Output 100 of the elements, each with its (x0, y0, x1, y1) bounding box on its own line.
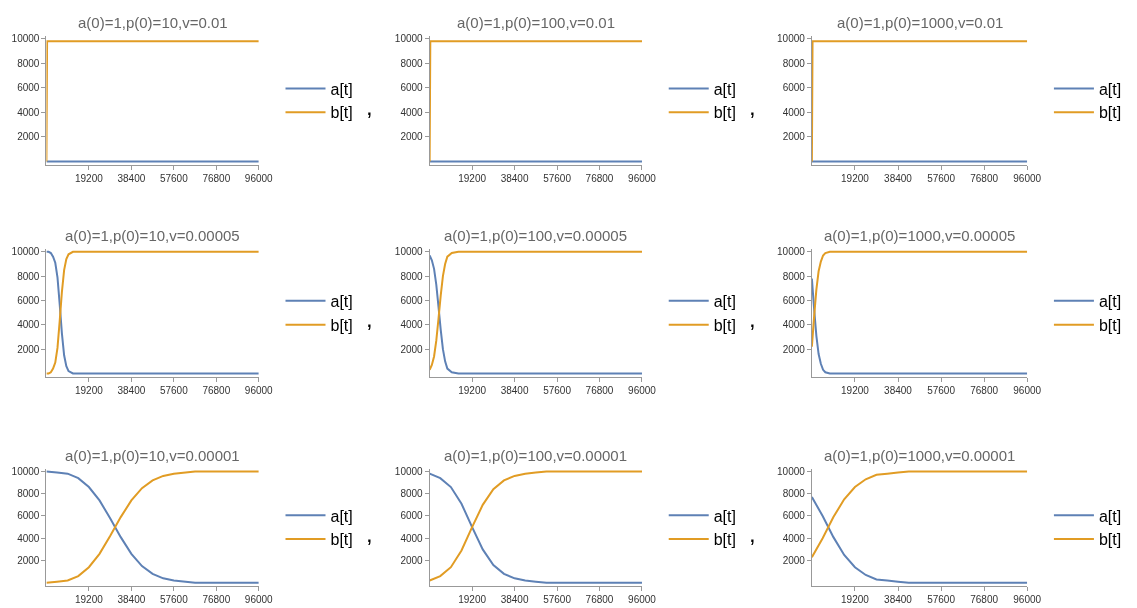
legend-label: b[t] (713, 531, 736, 549)
legend-label: b[t] (330, 531, 353, 549)
legend-label: a[t] (330, 507, 353, 525)
x-tick-label: 38400 (500, 385, 529, 397)
y-tick-label: 10000 (11, 465, 40, 477)
y-tick-label: 10000 (777, 246, 806, 258)
y-tick-label: 2000 (17, 555, 40, 567)
x-tick-label: 76800 (970, 173, 999, 185)
legend-label: b[t] (713, 104, 736, 122)
x-tick-label: 57600 (927, 173, 956, 185)
y-tick-label: 8000 (782, 270, 806, 282)
x-tick-label: 96000 (1013, 594, 1042, 606)
line-series (46, 250, 259, 375)
x-tick-label: 38400 (884, 173, 913, 185)
y-tick-label: 10000 (777, 33, 806, 45)
text: , (366, 520, 373, 547)
y-tick-label: 10000 (394, 33, 424, 45)
chart-title: a(0)=1,p(0)=100,v=0.00001 (444, 447, 628, 464)
x-tick-label: 76800 (202, 385, 231, 397)
x-tick-label: 19200 (841, 594, 870, 606)
y-tick-label: 4000 (782, 532, 806, 544)
y-tick-label: 4000 (17, 532, 40, 544)
y-tick-label: 10000 (394, 246, 424, 258)
x-tick-label: 57600 (159, 173, 189, 185)
chart-title: a(0)=1,p(0)=1000,v=0.01 (837, 14, 1004, 31)
y-tick-label: 2000 (400, 343, 424, 355)
text: , (749, 93, 756, 120)
x-tick-label: 19200 (74, 594, 104, 606)
y-tick-label: 6000 (17, 82, 40, 94)
x-tick-label: 38400 (117, 385, 146, 397)
y-tick-label: 4000 (17, 106, 40, 118)
x-tick-label: 38400 (500, 594, 529, 606)
x-tick-label: 38400 (117, 594, 146, 606)
x-tick-label: 57600 (927, 385, 956, 397)
y-tick-label: 10000 (777, 465, 806, 477)
x-tick-label: 19200 (458, 173, 487, 185)
legend-label: b[t] (1098, 531, 1122, 549)
x-tick-label: 96000 (628, 385, 657, 397)
y-tick-label: 2000 (17, 131, 40, 143)
x-tick-label: 96000 (1013, 173, 1042, 185)
y-tick-label: 10000 (11, 33, 40, 45)
y-tick-label: 4000 (400, 532, 424, 544)
y-tick-label: 10000 (11, 246, 40, 258)
x-tick-label: 96000 (244, 173, 274, 185)
x-tick-label: 76800 (585, 385, 614, 397)
y-tick-label: 8000 (400, 270, 424, 282)
legend-label: b[t] (1098, 104, 1122, 122)
y-tick-label: 4000 (400, 106, 424, 118)
x-tick-label: 76800 (585, 594, 614, 606)
x-tick-label: 38400 (884, 594, 913, 606)
y-tick-label: 4000 (782, 319, 806, 331)
chart-title: a(0)=1,p(0)=1000,v=0.00005 (824, 227, 1016, 244)
text: , (749, 520, 756, 547)
y-tick-label: 6000 (400, 82, 424, 94)
y-tick-label: 6000 (17, 294, 40, 306)
x-tick-label: 57600 (159, 594, 189, 606)
y-tick-label: 6000 (400, 294, 424, 306)
x-tick-label: 19200 (74, 173, 104, 185)
x-tick-label: 96000 (244, 594, 274, 606)
x-tick-label: 57600 (543, 385, 572, 397)
legend-label: a[t] (1098, 507, 1122, 525)
legend-label: b[t] (330, 316, 353, 334)
line-series (811, 496, 1028, 584)
legend-label: b[t] (713, 316, 736, 334)
x-tick-label: 57600 (159, 385, 189, 397)
chart-title: a(0)=1,p(0)=1000,v=0.00001 (824, 447, 1016, 464)
y-tick-label: 8000 (17, 270, 40, 282)
legend-label: b[t] (330, 104, 353, 122)
legend-label: a[t] (713, 507, 736, 525)
legend-label: a[t] (713, 293, 736, 311)
y-tick-label: 2000 (400, 555, 424, 567)
x-tick-label: 19200 (841, 173, 870, 185)
line-series (811, 250, 1028, 348)
x-tick-label: 76800 (202, 594, 231, 606)
y-tick-label: 8000 (17, 488, 40, 500)
x-tick-label: 76800 (202, 173, 231, 185)
x-tick-label: 19200 (74, 385, 104, 397)
y-tick-label: 10000 (394, 465, 424, 477)
y-tick-label: 8000 (17, 57, 40, 69)
legend-label: a[t] (1098, 80, 1122, 98)
y-tick-label: 6000 (782, 510, 806, 522)
legend-label: a[t] (330, 80, 353, 98)
y-tick-label: 2000 (782, 131, 806, 143)
x-tick-label: 96000 (628, 594, 657, 606)
x-tick-label: 76800 (585, 173, 614, 185)
y-tick-label: 6000 (400, 510, 424, 522)
y-tick-label: 4000 (782, 106, 806, 118)
y-tick-label: 6000 (782, 294, 806, 306)
chart-title: a(0)=1,p(0)=10,v=0.01 (78, 14, 228, 31)
legend-label: a[t] (713, 80, 736, 98)
y-tick-label: 8000 (400, 488, 424, 500)
chart-title: a(0)=1,p(0)=100,v=0.01 (457, 14, 616, 31)
x-tick-label: 57600 (543, 173, 572, 185)
x-tick-label: 19200 (458, 385, 487, 397)
line-series (811, 277, 1028, 375)
y-tick-label: 2000 (17, 343, 40, 355)
text: , (749, 305, 756, 332)
x-tick-label: 76800 (970, 594, 999, 606)
y-tick-label: 8000 (782, 57, 806, 69)
chart-title: a(0)=1,p(0)=10,v=0.00001 (65, 447, 240, 464)
